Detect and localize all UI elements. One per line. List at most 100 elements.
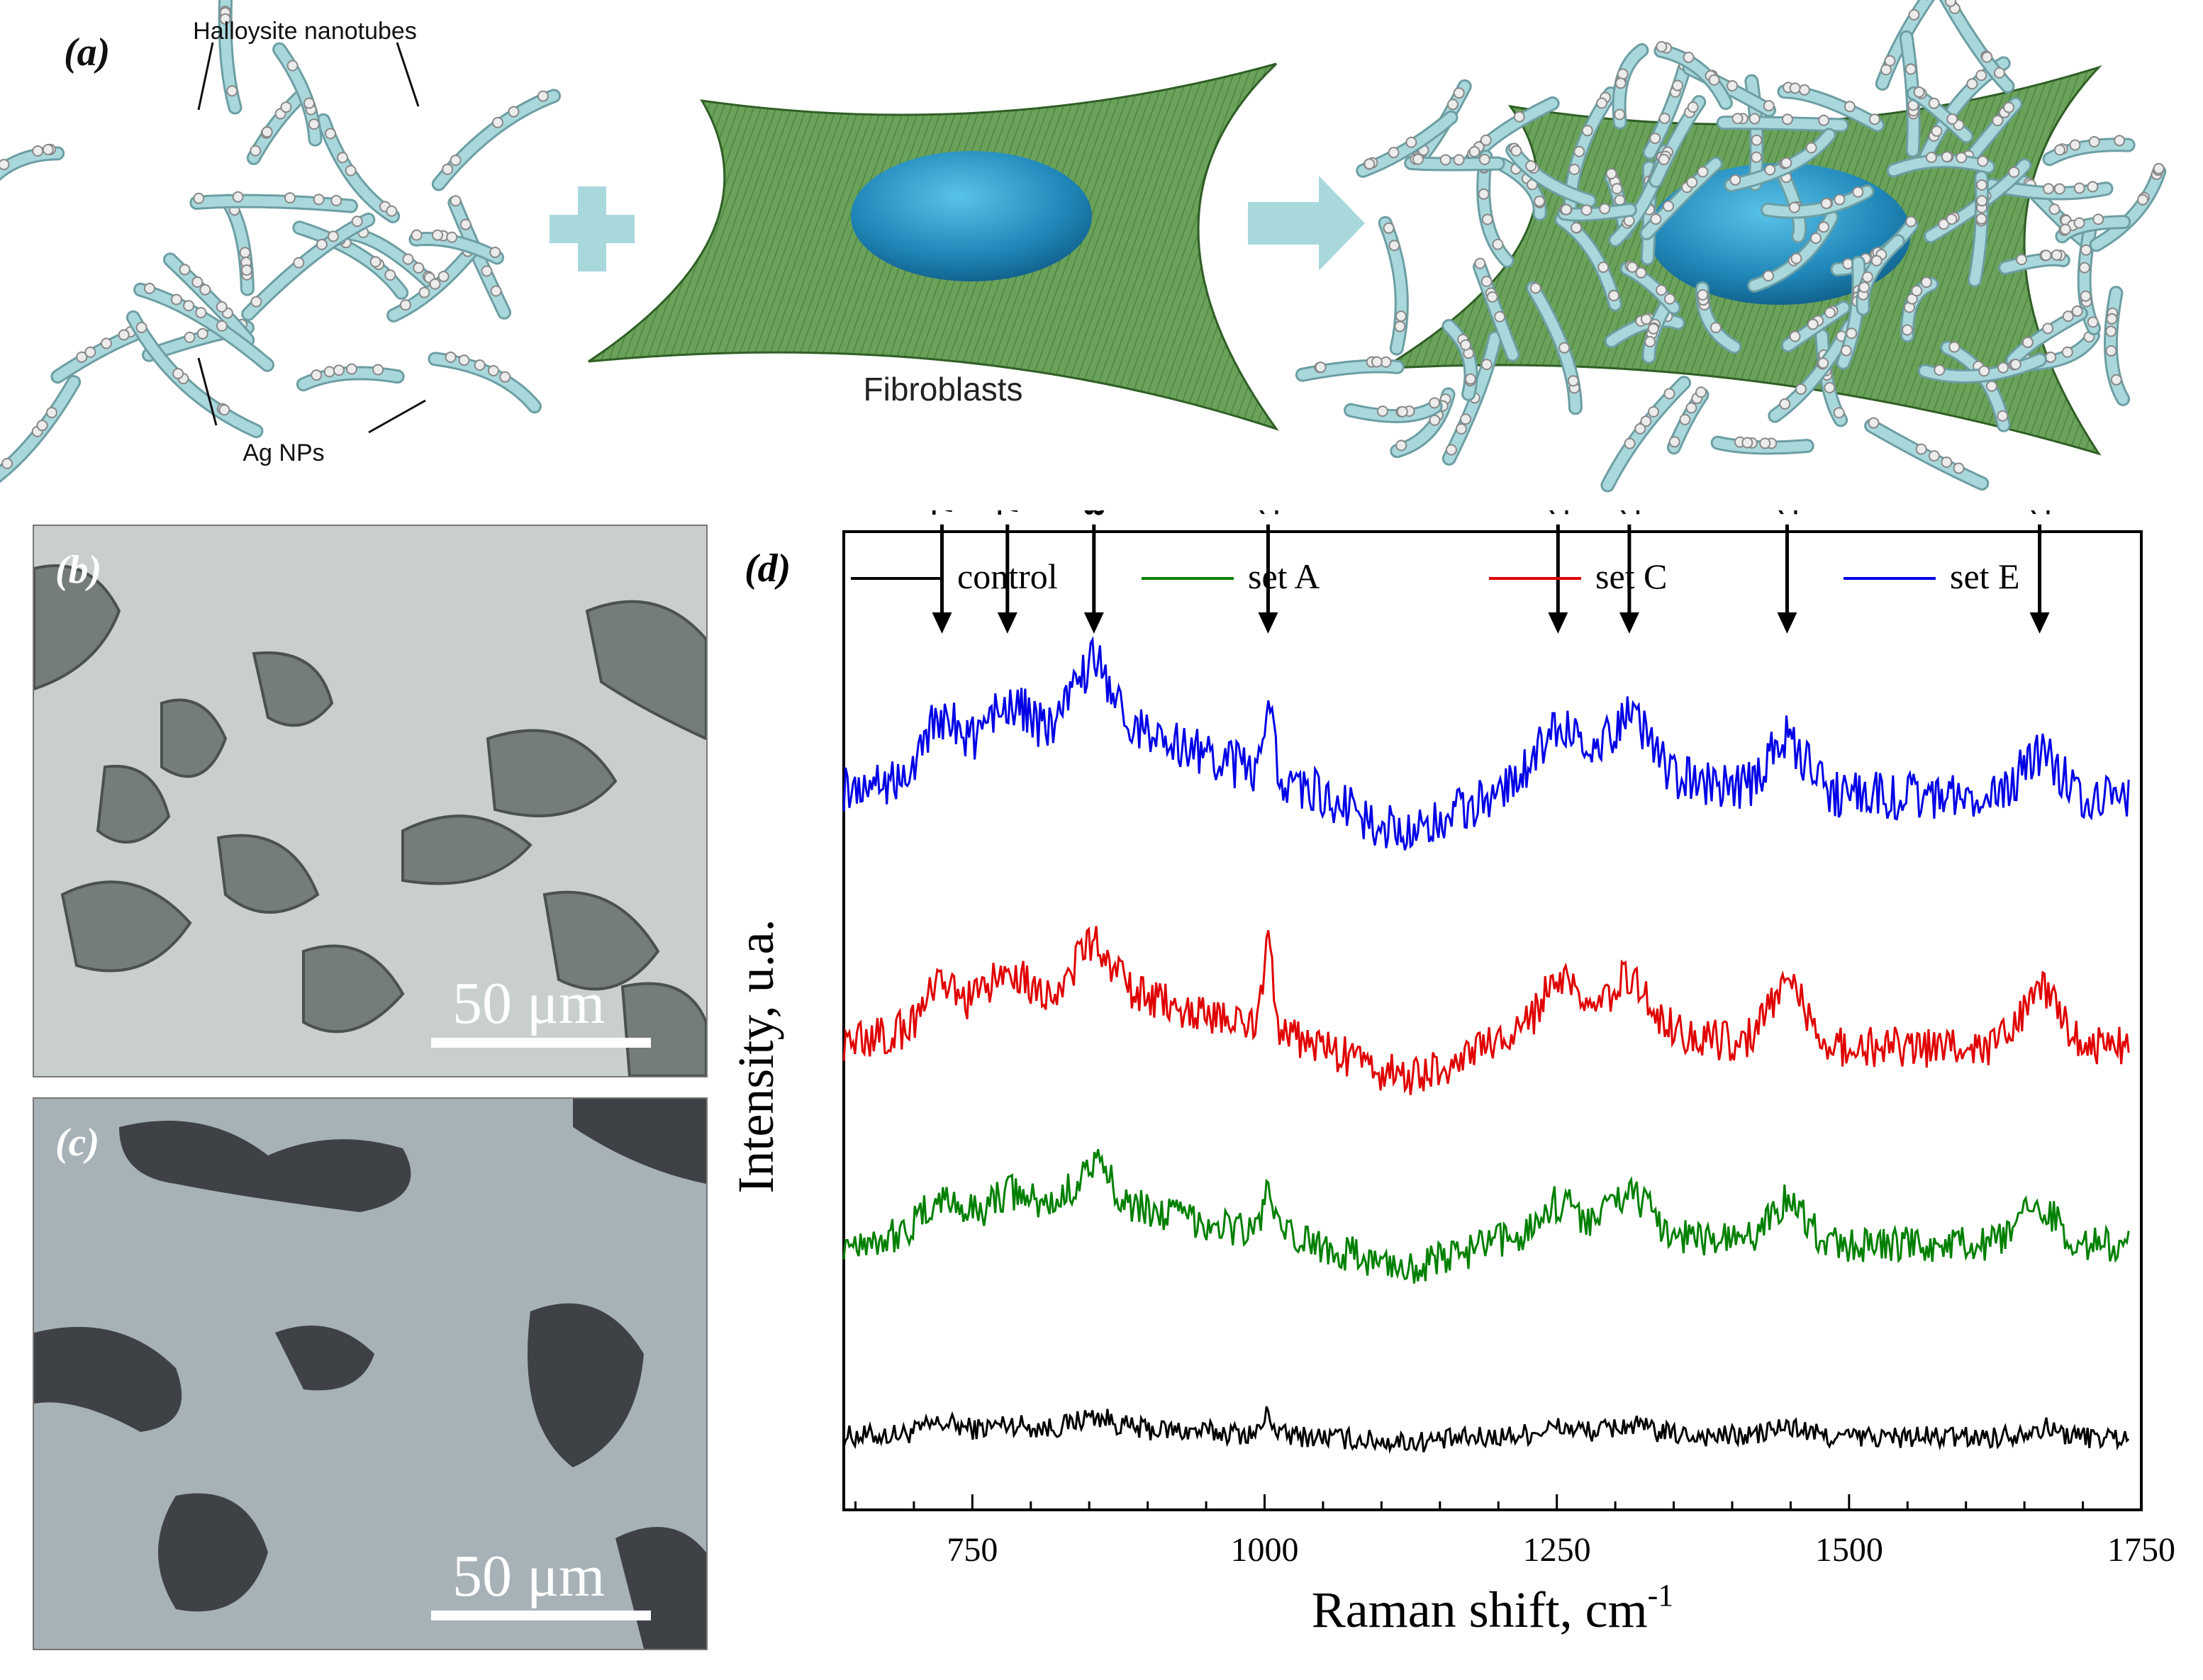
series-line-control — [842, 1406, 2130, 1455]
ag-nanoparticle — [2078, 262, 2090, 274]
ag-nanoparticle — [1741, 437, 1753, 449]
ag-nanoparticle — [2153, 162, 2165, 174]
nanotube — [411, 234, 503, 263]
ag-nanoparticle — [1315, 362, 1327, 374]
ag-nanoparticle — [1920, 276, 1932, 289]
right-arrow-icon — [1248, 176, 1365, 271]
ag-nanoparticle — [2048, 203, 2060, 215]
ag-nanoparticle — [1614, 77, 1627, 89]
ag-nanoparticle — [1395, 439, 1407, 452]
ag-nanoparticle — [474, 359, 486, 371]
ag-nanoparticle — [1439, 154, 1451, 166]
nanotube — [1866, 420, 1987, 488]
ag-nanoparticle — [1729, 174, 1741, 186]
y-axis-label: Intensity, u.a. — [730, 919, 784, 1193]
nanotube — [1380, 218, 1407, 354]
ag-nanoparticle — [2051, 249, 2063, 261]
ag-nanoparticle — [1480, 134, 1492, 146]
plus-sign-icon — [550, 186, 635, 271]
nanotube — [274, 44, 320, 145]
ag-nanoparticle — [2062, 310, 2074, 323]
ag-nanoparticle — [1824, 307, 1836, 319]
ag-nanoparticle — [308, 118, 320, 130]
ag-nanoparticle — [1412, 153, 1424, 165]
ag-nanoparticle — [1429, 397, 1441, 409]
nanotube — [1888, 156, 1994, 176]
ag-nanoparticle — [1762, 270, 1774, 282]
ag-nanoparticle — [1852, 186, 1864, 198]
ag-nanoparticle — [1640, 415, 1652, 427]
ag-nanoparticle — [1710, 322, 1722, 334]
ag-nanoparticle — [1581, 125, 1593, 137]
ag-nanoparticle — [437, 270, 450, 282]
ag-nanoparticle — [1388, 147, 1400, 159]
ag-nanoparticle — [1751, 134, 1763, 146]
ag-nanoparticle — [1966, 78, 1978, 90]
x-axis-ticks: 750 1000 1250 1500 1750 — [854, 1494, 2175, 1569]
ag-nanoparticle — [1480, 359, 1493, 371]
ag-nanoparticle — [1614, 108, 1626, 121]
scale-bar-label: 50 μm — [452, 1543, 606, 1609]
label-ag-nps: Ag NPs — [242, 439, 324, 466]
ag-nanoparticle — [1599, 203, 1611, 215]
ag-nanoparticle — [1573, 145, 1585, 157]
ag-nanoparticle — [0, 159, 10, 171]
ag-nanoparticle — [1644, 335, 1656, 347]
ag-nanoparticle — [384, 269, 396, 281]
ag-nanoparticle — [1567, 375, 1579, 387]
ag-nanoparticle — [1405, 136, 1417, 148]
scale-bar-label: 50 μm — [452, 970, 606, 1036]
schematic-illustration: Halloysite nanotubes Ag NPs Fibroblasts — [0, 0, 2167, 493]
ag-nanoparticle — [450, 195, 462, 207]
ag-nanoparticle — [1908, 9, 1920, 21]
ag-nanoparticle — [1697, 166, 1709, 178]
nanotube — [2091, 167, 2165, 250]
ag-nanoparticle — [1492, 238, 1504, 250]
ag-nanoparticle — [1571, 222, 1583, 234]
ag-nanoparticle — [1695, 386, 1707, 398]
x-tick-label: 1000 — [1231, 1531, 1299, 1569]
ag-nanoparticle — [1833, 407, 1845, 419]
peak-label: 1003 — [1253, 510, 1284, 516]
ag-nanoparticle — [508, 106, 520, 118]
ag-nanoparticle — [1997, 362, 2009, 374]
ag-nanoparticle — [2087, 181, 2099, 193]
ag-nanoparticle — [311, 369, 323, 381]
ag-nanoparticle — [76, 351, 88, 363]
peak-label: 1447 — [1772, 510, 1803, 516]
nanotube — [243, 214, 374, 319]
ag-nanoparticle — [1453, 87, 1465, 99]
ag-nanoparticle — [1683, 51, 1695, 63]
ag-nanoparticle — [2053, 183, 2065, 195]
ag-nanoparticle — [481, 265, 493, 277]
ag-nanoparticle — [1934, 364, 1946, 376]
ag-nanoparticle — [1568, 163, 1580, 175]
ag-nanoparticle — [280, 101, 292, 113]
ag-nanoparticle — [1880, 64, 1892, 76]
ag-nanoparticle — [1997, 410, 2009, 422]
x-tick-label: 1250 — [1523, 1531, 1591, 1569]
ag-nanoparticle — [1396, 405, 1408, 418]
nanotube — [1559, 204, 1635, 220]
ag-nanoparticle — [1915, 443, 1927, 455]
pointer-arrow — [197, 357, 218, 426]
ag-nanoparticle — [42, 144, 54, 156]
ag-nanoparticle — [411, 229, 423, 241]
ag-nanoparticle — [250, 145, 262, 157]
ag-nanoparticle — [2059, 223, 2071, 235]
ag-nanoparticle — [1658, 112, 1671, 124]
ag-nanoparticle — [1781, 113, 1793, 125]
ag-nanoparticle — [369, 256, 381, 268]
ag-nanoparticle — [402, 253, 414, 265]
ag-nanoparticle — [1795, 383, 1807, 395]
nanotube — [1444, 332, 1500, 464]
ag-nanoparticle — [2088, 135, 2100, 147]
ag-nanoparticle — [1805, 142, 1817, 154]
ag-nanoparticle — [261, 126, 273, 138]
ag-nanoparticle — [1946, 113, 1958, 125]
ag-nanoparticle — [195, 306, 207, 318]
ag-nanoparticle — [1818, 114, 1830, 126]
ag-nanoparticle — [216, 301, 228, 313]
ag-nanoparticle — [1981, 51, 1993, 63]
ag-nanoparticle — [345, 363, 357, 375]
